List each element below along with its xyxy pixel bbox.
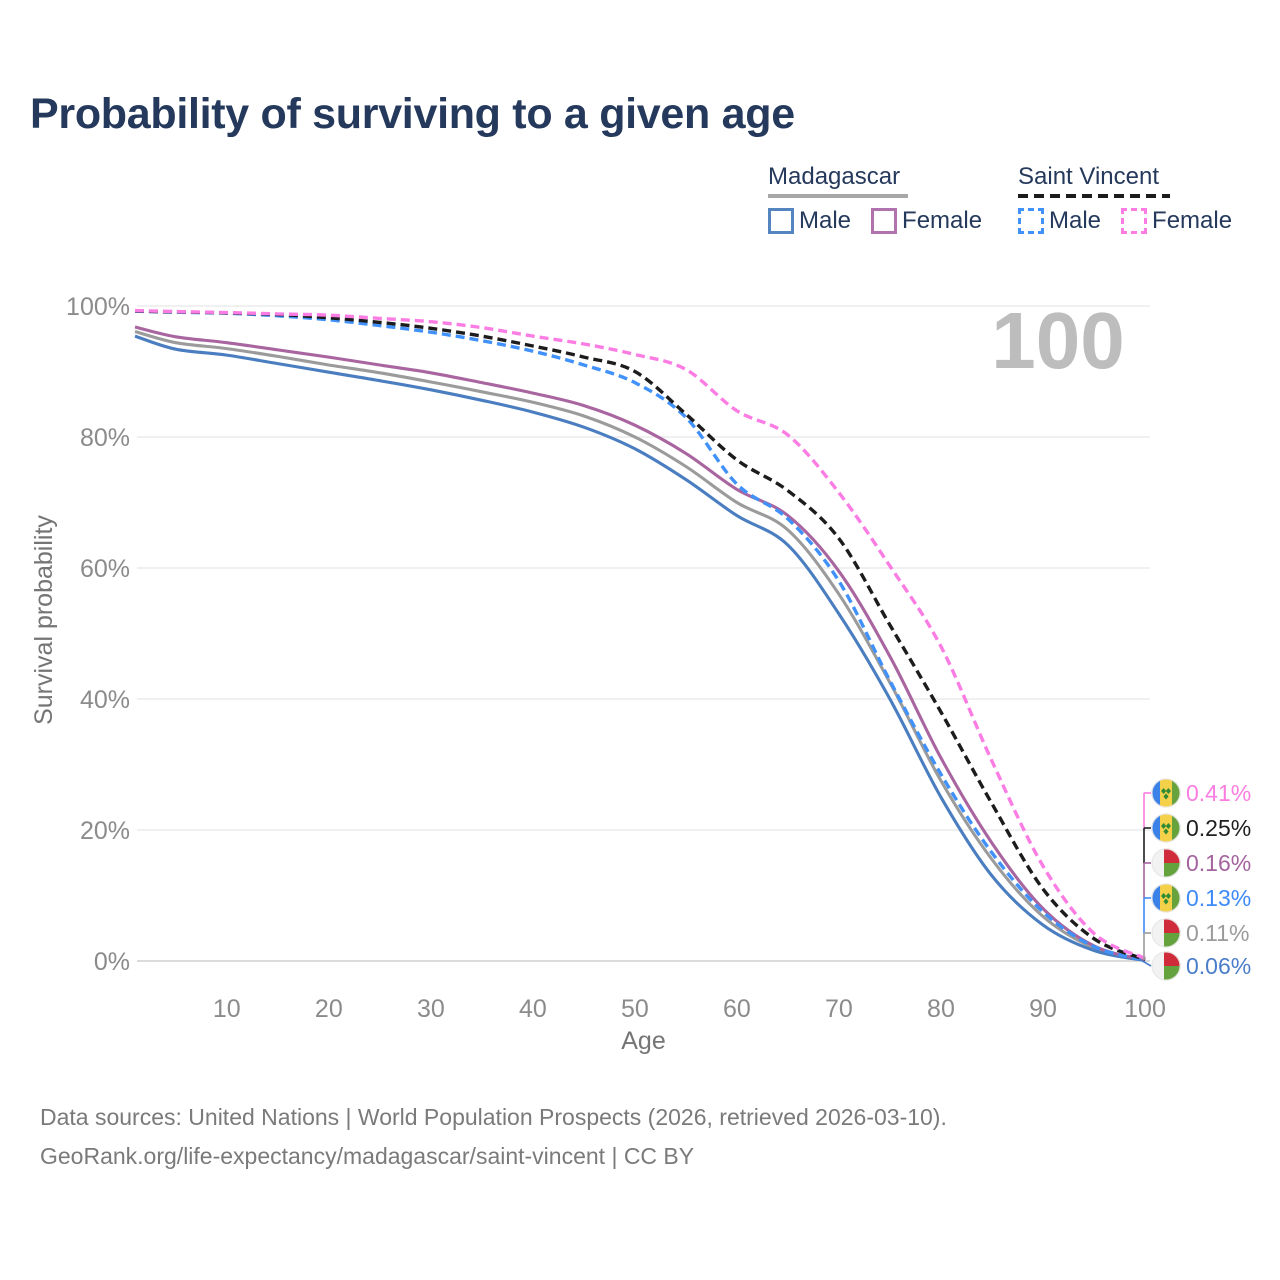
saint-vincent-female-swatch <box>1121 208 1148 234</box>
hover-age-indicator: 100 <box>991 296 1124 385</box>
saint-vincent-male-swatch <box>1018 208 1044 234</box>
madagascar-flag-icon <box>1151 951 1181 981</box>
legend-item-saint-vincent-female[interactable]: Female <box>1121 207 1232 235</box>
madagascar-female-swatch <box>871 208 898 234</box>
madagascar-male-swatch <box>768 208 794 234</box>
x-tick-label-80: 80 <box>927 995 955 1023</box>
end-label-value: 0.06% <box>1186 952 1252 979</box>
end-label-value: 0.11% <box>1186 919 1250 946</box>
end-label-value: 0.13% <box>1186 884 1252 911</box>
curve-saint_vincent_female <box>134 308 1146 960</box>
footer-attribution: GeoRank.org/life-expectancy/madagascar/s… <box>40 1143 695 1169</box>
legend-row: Male Female <box>1018 207 1252 235</box>
curve-saint_vincent_male <box>134 309 1146 962</box>
madagascar-flag-icon <box>1151 918 1181 948</box>
end-label-saint-vincent[interactable]: 0.25% <box>1151 813 1251 843</box>
end-label-madagascar-male[interactable]: 0.06% <box>1151 951 1251 981</box>
x-tick-label-20: 20 <box>315 995 343 1023</box>
saint-vincent-flag-icon <box>1151 883 1181 913</box>
legend-item-saint-vincent-male[interactable]: Male <box>1018 207 1101 235</box>
end-label-value: 0.41% <box>1186 779 1252 806</box>
x-tick-label-90: 90 <box>1029 995 1057 1023</box>
x-tick-label-70: 70 <box>825 995 853 1023</box>
curve-saint_vincent_total <box>134 309 1146 961</box>
legend-group-madagascar: Madagascar Male Female <box>768 163 1002 235</box>
curve-madagascar_male <box>134 334 1146 963</box>
legend-label: Female <box>1152 207 1233 234</box>
legend-label: Female <box>902 207 983 234</box>
y-axis-title: Survival probability <box>30 515 58 725</box>
legend-group-saint-vincent: Saint Vincent Male Female <box>1018 163 1252 235</box>
end-label-saint-vincent-male[interactable]: 0.13% <box>1151 883 1251 913</box>
end-label-saint-vincent-female[interactable]: 0.41% <box>1151 778 1251 808</box>
curve-madagascar_total <box>134 330 1146 962</box>
y-tick-label-0: 0% <box>94 948 130 976</box>
x-tick-label-60: 60 <box>723 995 751 1023</box>
end-label-value: 0.16% <box>1186 849 1252 876</box>
saint-vincent-line-sample <box>1018 194 1170 198</box>
connector-stub-5 <box>1138 958 1152 967</box>
y-tick-label-60: 60% <box>80 555 130 583</box>
saint-vincent-flag-icon <box>1151 813 1181 843</box>
saint-vincent-flag-icon <box>1151 778 1181 808</box>
madagascar-flag-icon <box>1151 848 1181 878</box>
legend-label: Male <box>799 207 852 234</box>
end-label-value: 0.25% <box>1186 814 1252 841</box>
end-label-madagascar-female[interactable]: 0.16% <box>1151 848 1251 878</box>
x-axis-title: Age <box>621 1027 665 1055</box>
legend-row: Male Female <box>768 207 1002 235</box>
x-tick-label-30: 30 <box>417 995 445 1023</box>
footer-data-sources: Data sources: United Nations | World Pop… <box>40 1104 947 1130</box>
footer: Data sources: United Nations | World Pop… <box>40 1098 947 1176</box>
legend-item-madagascar-female[interactable]: Female <box>871 207 982 235</box>
y-tick-label-20: 20% <box>80 817 130 845</box>
x-tick-label-50: 50 <box>621 995 649 1023</box>
x-tick-label-40: 40 <box>519 995 547 1023</box>
legend-country-saint-vincent: Saint Vincent <box>1018 163 1159 190</box>
x-tick-label-100: 100 <box>1124 995 1166 1023</box>
madagascar-line-sample <box>768 194 908 198</box>
y-tick-label-80: 80% <box>80 424 130 452</box>
legend-country-madagascar: Madagascar <box>768 163 901 190</box>
y-tick-label-100: 100% <box>66 293 130 321</box>
legend-item-madagascar-male[interactable]: Male <box>768 207 851 235</box>
page-title: Probability of surviving to a given age <box>30 90 795 138</box>
end-label-madagascar[interactable]: 0.11% <box>1151 918 1250 948</box>
x-tick-label-10: 10 <box>213 995 241 1023</box>
curve-madagascar_female <box>134 325 1146 962</box>
legend-label: Male <box>1049 207 1102 234</box>
y-tick-label-40: 40% <box>80 686 130 714</box>
